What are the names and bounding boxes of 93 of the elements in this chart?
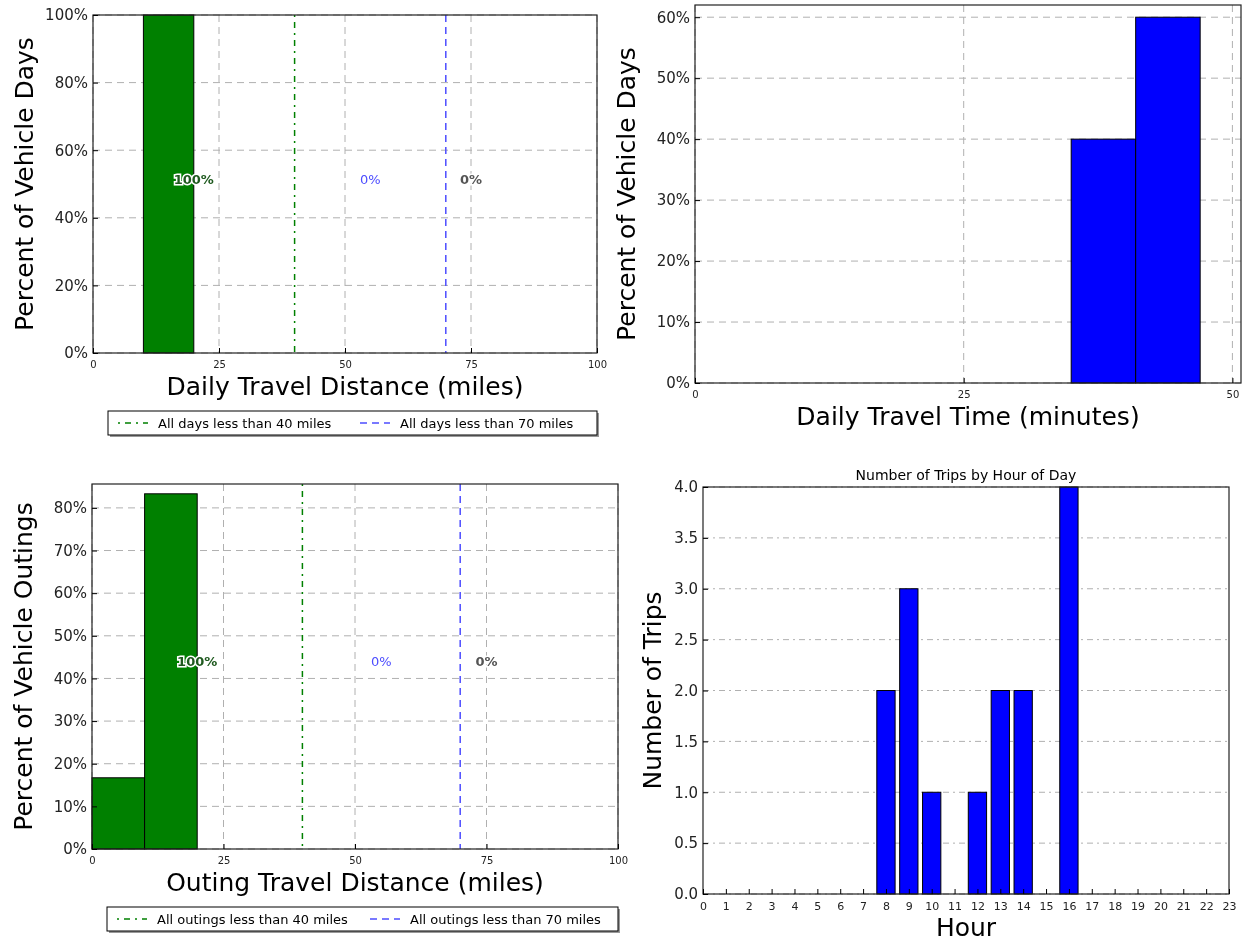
x-tick-label: 3 xyxy=(768,899,776,913)
legend-label: All days less than 70 miles xyxy=(400,416,574,431)
x-tick-label: 22 xyxy=(1199,899,1214,913)
y-tick-label: 80% xyxy=(53,499,87,518)
y-tick-label: 0.5 xyxy=(674,834,698,853)
x-tick-label: 0 xyxy=(89,855,96,867)
y-tick-label: 30% xyxy=(53,712,87,731)
y-tick-label: 60% xyxy=(53,584,87,603)
annotation: 0% xyxy=(459,172,483,188)
x-tick-label: 25 xyxy=(957,389,971,401)
chart-title: Number of Trips by Hour of Day xyxy=(855,467,1077,483)
x-axis-title: Daily Travel Distance (miles) xyxy=(166,372,524,401)
legend-label: All outings less than 70 miles xyxy=(410,912,602,927)
x-tick-label: 25 xyxy=(213,359,226,371)
y-tick-label: 10% xyxy=(53,797,87,816)
bar xyxy=(990,690,1010,895)
y-tick-label: 10% xyxy=(656,313,690,332)
annotation: 0% xyxy=(359,172,381,188)
legend-label: All days less than 40 miles xyxy=(158,416,332,431)
y-tick-label: 3.5 xyxy=(674,529,698,548)
y-tick-label: 2.5 xyxy=(674,630,698,649)
y-tick-label: 20% xyxy=(656,252,690,271)
bar xyxy=(899,588,919,895)
x-tick-label: 75 xyxy=(480,855,494,867)
y-tick-label: 0% xyxy=(63,840,87,859)
y-tick-label: 50% xyxy=(656,69,690,88)
x-tick-label: 50 xyxy=(349,855,362,867)
x-tick-label: 12 xyxy=(970,899,985,913)
y-tick-label: 20% xyxy=(53,755,87,774)
x-tick-label: 50 xyxy=(339,359,352,371)
y-tick-label: 50% xyxy=(53,627,87,646)
y-tick-label: 70% xyxy=(53,541,87,560)
bar xyxy=(1013,690,1033,895)
y-tick-label: 3.0 xyxy=(674,580,698,599)
y-tick-label: 40% xyxy=(54,209,88,228)
x-tick-label: 11 xyxy=(948,899,963,913)
x-tick-label: 0 xyxy=(692,389,699,401)
x-tick-label: 8 xyxy=(882,899,890,913)
y-axis-title: Percent of Vehicle Outings xyxy=(9,502,38,831)
x-tick-label: 6 xyxy=(837,899,845,913)
bar xyxy=(876,690,896,895)
x-tick-label: 0 xyxy=(90,359,97,371)
annotation: 0% xyxy=(370,654,392,670)
y-tick-label: 100% xyxy=(45,6,88,25)
x-axis-title: Daily Travel Time (minutes) xyxy=(796,402,1140,431)
x-tick-label: 18 xyxy=(1108,899,1123,913)
bar xyxy=(922,791,942,895)
x-axis-title: Outing Travel Distance (miles) xyxy=(166,868,544,897)
y-tick-label: 0.0 xyxy=(674,885,698,904)
y-tick-label: 1.0 xyxy=(674,783,698,802)
x-tick-label: 75 xyxy=(465,359,478,371)
y-tick-label: 30% xyxy=(656,191,690,210)
x-tick-label: 21 xyxy=(1176,899,1191,913)
x-tick-label: 20 xyxy=(1153,899,1168,913)
y-tick-label: 0% xyxy=(666,374,690,393)
x-tick-label: 9 xyxy=(905,899,913,913)
y-tick-label: 80% xyxy=(54,73,88,92)
y-tick-label: 20% xyxy=(54,276,88,295)
x-tick-label: 23 xyxy=(1222,899,1237,913)
x-tick-label: 7 xyxy=(860,899,868,913)
x-tick-label: 1 xyxy=(722,899,730,913)
x-axis-title: Hour xyxy=(935,913,997,942)
y-axis-title: Percent of Vehicle Days xyxy=(10,37,39,331)
x-tick-label: 4 xyxy=(791,899,799,913)
y-tick-label: 40% xyxy=(656,130,690,149)
y-tick-label: 2.0 xyxy=(674,681,698,700)
x-tick-label: 25 xyxy=(217,855,231,867)
y-tick-label: 60% xyxy=(54,141,88,160)
annotation: 0% xyxy=(475,654,498,670)
x-tick-label: 14 xyxy=(1016,899,1031,913)
bar xyxy=(1059,486,1079,895)
x-tick-label: 2 xyxy=(745,899,753,913)
y-tick-label: 0% xyxy=(64,344,88,363)
y-tick-label: 60% xyxy=(656,8,690,27)
y-tick-label: 40% xyxy=(53,669,87,688)
annotation: 100% xyxy=(177,654,218,670)
x-tick-label: 50 xyxy=(1226,389,1240,401)
y-axis-title: Number of Trips xyxy=(638,591,667,790)
x-tick-label: 5 xyxy=(814,899,822,913)
x-tick-label: 100 xyxy=(587,359,608,371)
y-tick-label: 4.0 xyxy=(674,478,698,497)
bar xyxy=(967,791,988,895)
x-tick-label: 0 xyxy=(700,899,707,913)
x-tick-label: 10 xyxy=(925,899,940,913)
x-tick-label: 16 xyxy=(1062,899,1077,913)
x-tick-label: 100 xyxy=(608,855,629,867)
x-tick-label: 17 xyxy=(1085,899,1100,913)
legend-label: All outings less than 40 miles xyxy=(157,912,349,927)
x-tick-label: 13 xyxy=(993,899,1008,913)
x-tick-label: 19 xyxy=(1131,899,1146,913)
x-tick-label: 15 xyxy=(1039,899,1054,913)
y-axis-title: Percent of Vehicle Days xyxy=(612,47,641,341)
y-tick-label: 1.5 xyxy=(674,732,698,751)
